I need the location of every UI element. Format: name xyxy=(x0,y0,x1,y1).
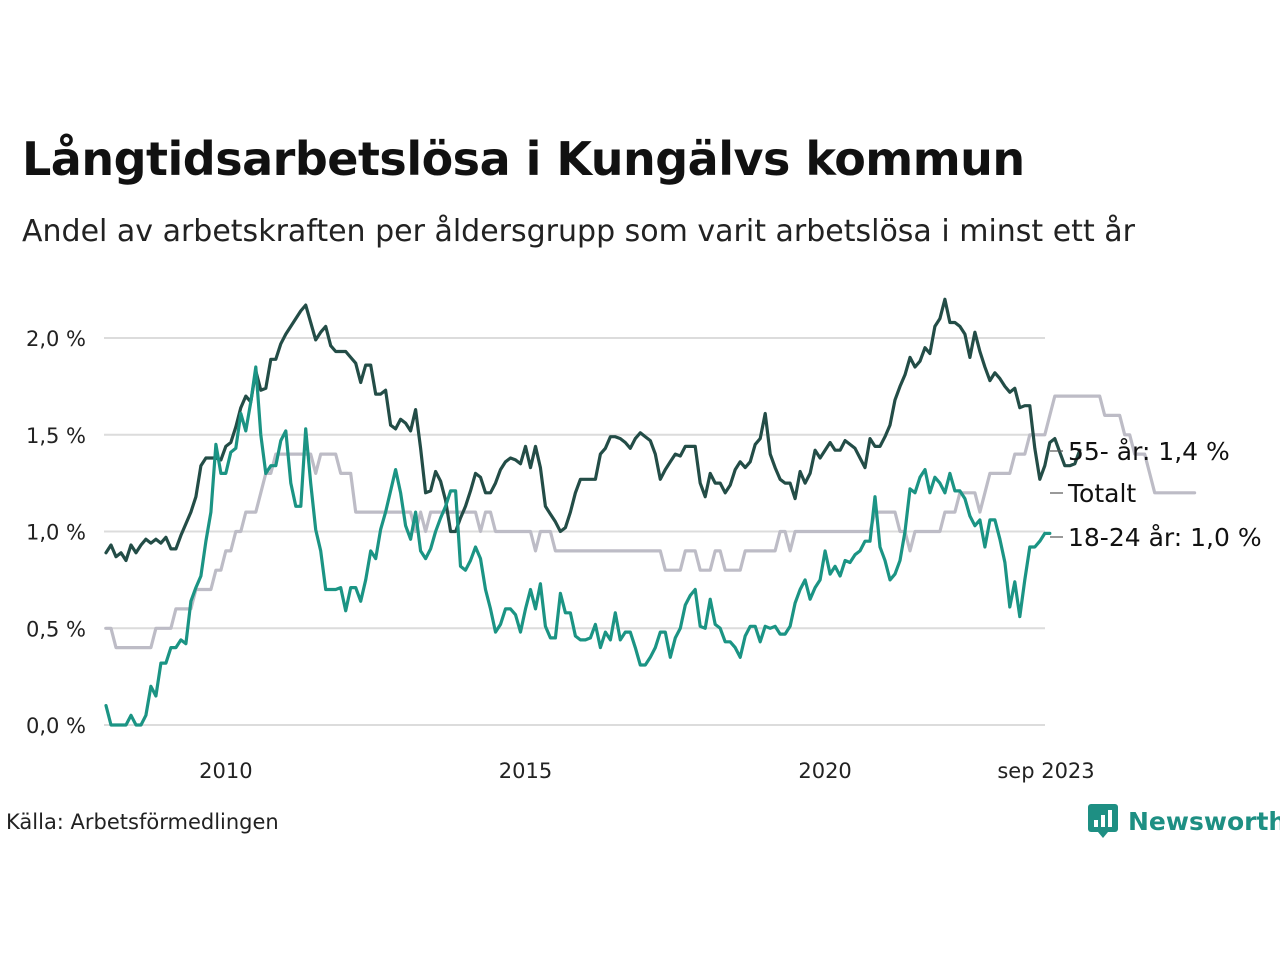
y-tick-label: 1,5 % xyxy=(26,424,86,448)
brand-logo: Newsworthy xyxy=(1088,804,1280,838)
chart-title: Långtidsarbetslösa i Kungälvs kommun xyxy=(22,132,1025,186)
series-label: 55- år: 1,4 % xyxy=(1068,437,1230,466)
x-tick-label: 2020 xyxy=(798,759,851,783)
series-line-18-24-r xyxy=(104,365,1052,727)
series-labels: Totalt 55- år: 1,4 % 18-24 år: 1,0 % xyxy=(1050,437,1262,552)
series-label: Totalt xyxy=(1067,479,1136,508)
newsworthy-logo-icon xyxy=(1088,804,1118,838)
x-tick-label: sep 2023 xyxy=(997,759,1094,783)
x-tick-label: 2015 xyxy=(499,759,552,783)
series-label: 18-24 år: 1,0 % xyxy=(1068,523,1262,552)
x-axis-ticks: 2010 2015 2020 sep 2023 xyxy=(199,759,1095,783)
y-tick-label: 0,0 % xyxy=(26,714,86,738)
y-tick-label: 1,0 % xyxy=(26,521,86,545)
series-lines xyxy=(104,297,1197,727)
y-tick-label: 2,0 % xyxy=(26,327,86,351)
x-tick-label: 2010 xyxy=(199,759,252,783)
y-axis-ticks: 0,0 % 0,5 % 1,0 % 1,5 % 2,0 % xyxy=(26,327,86,738)
brand-name: Newsworthy xyxy=(1128,806,1280,836)
series-line-55-r xyxy=(104,297,1082,563)
chart-subtitle: Andel av arbetskraften per åldersgrupp s… xyxy=(22,214,1135,249)
source-note: Källa: Arbetsförmedlingen xyxy=(6,810,279,834)
y-tick-label: 0,5 % xyxy=(26,617,86,641)
